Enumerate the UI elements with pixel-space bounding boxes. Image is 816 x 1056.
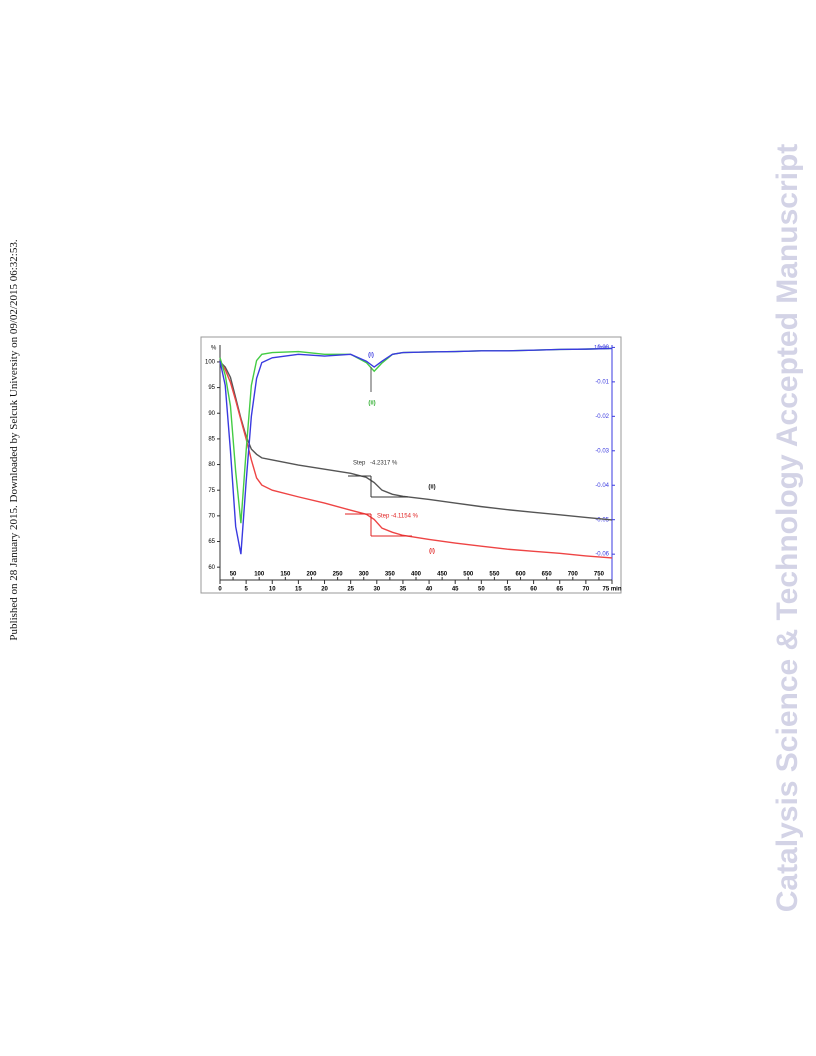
x2-tick-label: 500 — [463, 572, 474, 578]
y-tick-label: 95 — [208, 385, 215, 391]
annotation: (ii) — [428, 485, 435, 491]
x-tick-label: 30 — [373, 587, 380, 593]
x-tick-label: 60 — [530, 587, 537, 593]
x2-tick-label: 400 — [411, 572, 422, 578]
annotation: (ii) — [368, 401, 375, 407]
annotation: Step — [353, 461, 366, 467]
annotation: Step — [377, 514, 390, 520]
y-tick-label: 100 — [205, 360, 216, 366]
y-tick-label: 90 — [208, 411, 215, 417]
x-tick-label: 15 — [295, 587, 302, 593]
x-tick-label: 75 min — [602, 587, 621, 593]
annotation: (i) — [368, 353, 374, 359]
x2-tick-label: 600 — [516, 572, 527, 578]
y2-tick-label: -0.05 — [595, 517, 609, 523]
x2-tick-label: 200 — [306, 572, 317, 578]
y2-tick-label: -0.01 — [595, 379, 609, 385]
x-tick-label: 65 — [556, 587, 563, 593]
y-tick-label: 60 — [208, 565, 215, 571]
x2-tick-label: 300 — [359, 572, 370, 578]
y-tick-label: 70 — [208, 513, 215, 519]
x-tick-label: 0 — [218, 587, 222, 593]
x-tick-label: 70 — [583, 587, 590, 593]
x2-tick-label: 450 — [437, 572, 448, 578]
x-tick-label: 45 — [452, 587, 459, 593]
x2-tick-label: 250 — [333, 572, 344, 578]
x2-tick-label: 550 — [489, 572, 500, 578]
series-line — [219, 347, 613, 555]
x-tick-label: 25 — [347, 587, 354, 593]
x2-tick-label: 100 — [254, 572, 265, 578]
x2-tick-label: 150 — [280, 572, 291, 578]
y2-tick-label: -0.06 — [595, 552, 609, 558]
y2-tick-label: -0.03 — [595, 448, 609, 454]
chart-frame — [200, 336, 622, 594]
y-tick-label: 65 — [208, 539, 215, 545]
x2-tick-label: 50 — [230, 572, 237, 578]
x-tick-label: 55 — [504, 587, 511, 593]
x-tick-label: 50 — [478, 587, 485, 593]
y2-tick-label: -0.02 — [595, 414, 609, 420]
annotation: (i) — [429, 549, 435, 555]
x2-tick-label: 700 — [568, 572, 579, 578]
y2-tick-label: -0.04 — [595, 483, 609, 489]
y-tick-label: 75 — [208, 488, 215, 494]
x-tick-label: 20 — [321, 587, 328, 593]
series-line — [219, 361, 613, 559]
x2-tick-label: 750 — [594, 572, 605, 578]
x-tick-label: 10 — [269, 587, 276, 593]
x2-tick-label: 650 — [542, 572, 553, 578]
y-tick-label: 85 — [208, 436, 215, 442]
annotation: -4.1154 % — [391, 514, 419, 520]
annotation: -4.2317 % — [370, 461, 398, 467]
x-tick-label: 35 — [400, 587, 407, 593]
y-axis-label: % — [211, 346, 217, 352]
x-tick-label: 40 — [426, 587, 433, 593]
x2-tick-label: 350 — [385, 572, 396, 578]
y-tick-label: 80 — [208, 462, 215, 468]
x-tick-label: 5 — [244, 587, 248, 593]
